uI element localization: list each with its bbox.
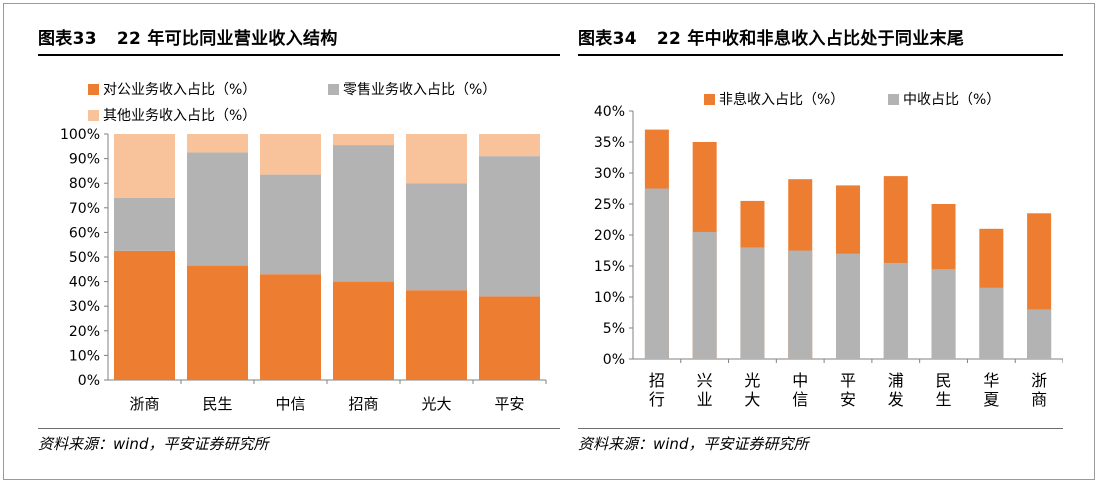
bar-2-光大 [406,183,467,291]
bar-2-浙商 [114,197,175,251]
y-tick-label: 35% [594,135,625,151]
overlay-bar-chart-34: 非息收入占比（%） 中收占比（%） 0% 5% 10% 15% 20% 25% 30% 35% 40… [594,91,1063,409]
stacked-bar-chart-33: 对公业务收入占比（%） 零售业务收入占比（%） 其他业务收入占比（%） 0% 10% 20… [60,82,547,413]
bar-2-兴业 [692,231,717,359]
y-tick-label: 60% [69,225,100,241]
bar-1-中信 [260,274,321,380]
legend-swatch-1 [88,84,99,95]
legend-label-2: 中收占比（%） [903,92,1000,108]
legend-label-1: 非息收入占比（%） [719,91,844,108]
legend-swatch-3 [88,110,99,121]
chart-panel-34: 图表34 22 年中收和非息收入占比处于同业末尾 非息收入占比（%） 中收占比（%）… [578,24,1063,464]
y-tick-label: 15% [594,259,625,275]
y-tick-label: 80% [69,176,100,192]
legend-label-1: 对公业务收入占比（%） [103,82,256,98]
y-tick-label: 25% [594,197,625,213]
chart-title-text-34: 22 年中收和非息收入占比处于同业末尾 [656,29,965,49]
y-tick-label: 30% [69,299,100,315]
y-tick-label: 90% [69,152,100,168]
legend-swatch-1 [704,94,715,105]
bar-2-招行 [644,188,669,359]
x-tick-label: 中信 [275,395,305,413]
legend-swatch-2 [328,84,339,95]
y-tick-label: 30% [594,166,625,182]
y-tick-label: 0% [78,373,100,389]
x-tick-label: 平安 [840,371,856,409]
y-tick-label: 70% [69,201,100,217]
x-tick-label: 民生 [936,371,952,409]
bar-2-光大 [740,247,765,359]
bar-2-平安 [836,253,860,359]
y-tick-label: 100% [60,127,100,143]
y-tick-label: 20% [69,324,100,340]
legend-swatch-2 [888,94,899,105]
x-tick-label: 浙商 [1031,371,1047,409]
x-tick-label: 华夏 [983,371,999,409]
legend-label-2: 零售业务收入占比（%） [343,82,496,98]
x-tick-label: 浦发 [888,371,904,409]
chart-title-33: 图表33 22 年可比同业营业收入结构 [38,24,560,56]
source-note-33: 资料来源：wind，平安证券研究所 [38,428,560,460]
y-tick-label: 40% [69,275,100,291]
bar-2-浙商 [1027,309,1052,359]
bar-2-平安 [479,156,540,297]
figure-label-34: 图表34 [578,29,637,49]
y-tick-label: 10% [594,290,625,306]
x-tick-label: 招商 [348,395,378,413]
bar-2-中信 [788,250,813,359]
figure-label-33: 图表33 [38,29,97,49]
bar-1-招商 [333,281,394,380]
bar-2-浦发 [883,262,908,359]
bar-1-平安 [479,296,540,380]
x-tick-label: 浙商 [129,395,159,413]
bar-3-浙商 [114,134,175,198]
bar-3-平安 [479,134,540,157]
x-tick-label: 光大 [421,395,451,413]
bar-2-华夏 [979,287,1004,359]
bar-3-招商 [333,134,394,146]
x-tick-label: 光大 [744,371,760,409]
figure-frame [3,3,1095,480]
chart-panel-33: 图表33 22 年可比同业营业收入结构 对公业务收入占比（%） 零售业务收入占比（%… [38,24,560,464]
y-tick-label: 5% [603,321,625,337]
bar-2-中信 [260,174,321,275]
chart-title-text-33: 22 年可比同业营业收入结构 [116,29,338,49]
bar-3-中信 [260,134,321,175]
y-tick-label: 10% [69,348,100,364]
x-tick-label: 平安 [494,395,524,413]
x-tick-label: 中信 [792,371,808,409]
x-tick-label: 兴业 [697,371,713,409]
x-tick-label: 招行 [649,371,665,409]
bar-3-民生 [187,134,248,153]
chart-title-34: 图表34 22 年中收和非息收入占比处于同业末尾 [578,24,1063,56]
bar-3-光大 [406,134,467,184]
source-note-34: 资料来源：wind，平安证券研究所 [578,428,1063,460]
x-tick-label: 民生 [202,395,232,413]
bar-1-浙商 [114,250,175,380]
bar-2-招商 [333,145,394,282]
legend-label-3: 其他业务收入占比（%） [103,108,256,124]
y-tick-label: 50% [69,250,100,266]
y-tick-label: 40% [594,104,625,120]
y-tick-label: 0% [603,352,625,368]
bar-2-民生 [931,269,956,359]
bar-1-民生 [187,265,248,380]
bar-2-民生 [187,152,248,266]
y-tick-label: 20% [594,228,625,244]
bar-1-光大 [406,290,467,380]
